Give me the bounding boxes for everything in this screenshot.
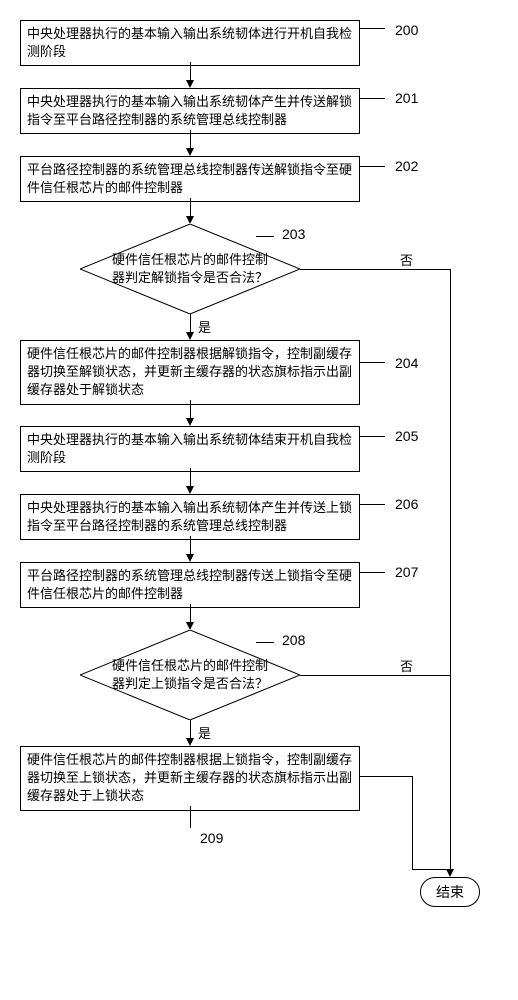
terminator-end: 结束 (420, 877, 480, 907)
step-209: 硬件信任根芯片的邮件控制器根据上锁指令，控制副缓存器切换至上锁状态，并更新主缓存… (20, 746, 360, 811)
step-202: 平台路径控制器的系统管理总线控制器传送解锁指令至硬件信任根芯片的邮件控制器 (20, 156, 360, 202)
step-206-id: 206 (395, 496, 418, 512)
step-201-id: 201 (395, 90, 418, 106)
step-205: 中央处理器执行的基本输入输出系统韧体结束开机自我检测阶段 (20, 426, 360, 472)
terminator-text: 结束 (436, 882, 464, 902)
step-207: 平台路径控制器的系统管理总线控制器传送上锁指令至硬件信任根芯片的邮件控制器 (20, 562, 360, 608)
step-208-id: 208 (282, 632, 305, 648)
flowchart-container: 中央处理器执行的基本输入输出系统韧体进行开机自我检测阶段 200 中央处理器执行… (10, 20, 508, 980)
step-200-id: 200 (395, 22, 418, 38)
step-204-text: 硬件信任根芯片的邮件控制器根据解锁指令，控制副缓存器切换至解锁状态，并更新主缓存… (27, 346, 352, 397)
step-203-id: 203 (282, 226, 305, 242)
no-label-208: 否 (400, 656, 413, 675)
step-206-text: 中央处理器执行的基本输入输出系统韧体产生并传送上锁指令至平台路径控制器的系统管理… (27, 500, 352, 533)
step-209-id: 209 (200, 830, 223, 846)
step-208-text: 硬件信任根芯片的邮件控制器判定上锁指令是否合法？ (110, 657, 270, 693)
step-205-text: 中央处理器执行的基本输入输出系统韧体结束开机自我检测阶段 (27, 432, 352, 465)
yes-label-203: 是 (198, 317, 211, 336)
step-203-text: 硬件信任根芯片的邮件控制器判定解锁指令是否合法？ (110, 251, 270, 287)
step-200-text: 中央处理器执行的基本输入输出系统韧体进行开机自我检测阶段 (27, 26, 352, 59)
step-201: 中央处理器执行的基本输入输出系统韧体产生并传送解锁指令至平台路径控制器的系统管理… (20, 88, 360, 134)
step-208: 硬件信任根芯片的邮件控制器判定上锁指令是否合法？ (80, 630, 300, 720)
step-204-id: 204 (395, 355, 418, 371)
step-203: 硬件信任根芯片的邮件控制器判定解锁指令是否合法？ (80, 224, 300, 314)
yes-label-208: 是 (198, 723, 211, 742)
step-207-text: 平台路径控制器的系统管理总线控制器传送上锁指令至硬件信任根芯片的邮件控制器 (27, 568, 352, 601)
step-209-text: 硬件信任根芯片的邮件控制器根据上锁指令，控制副缓存器切换至上锁状态，并更新主缓存… (27, 752, 352, 803)
step-202-id: 202 (395, 158, 418, 174)
step-204: 硬件信任根芯片的邮件控制器根据解锁指令，控制副缓存器切换至解锁状态，并更新主缓存… (20, 340, 360, 405)
no-label-203: 否 (400, 250, 413, 269)
step-206: 中央处理器执行的基本输入输出系统韧体产生并传送上锁指令至平台路径控制器的系统管理… (20, 494, 360, 540)
step-205-id: 205 (395, 428, 418, 444)
step-201-text: 中央处理器执行的基本输入输出系统韧体产生并传送解锁指令至平台路径控制器的系统管理… (27, 94, 352, 127)
step-200: 中央处理器执行的基本输入输出系统韧体进行开机自我检测阶段 (20, 20, 360, 66)
step-202-text: 平台路径控制器的系统管理总线控制器传送解锁指令至硬件信任根芯片的邮件控制器 (27, 162, 352, 195)
step-207-id: 207 (395, 564, 418, 580)
